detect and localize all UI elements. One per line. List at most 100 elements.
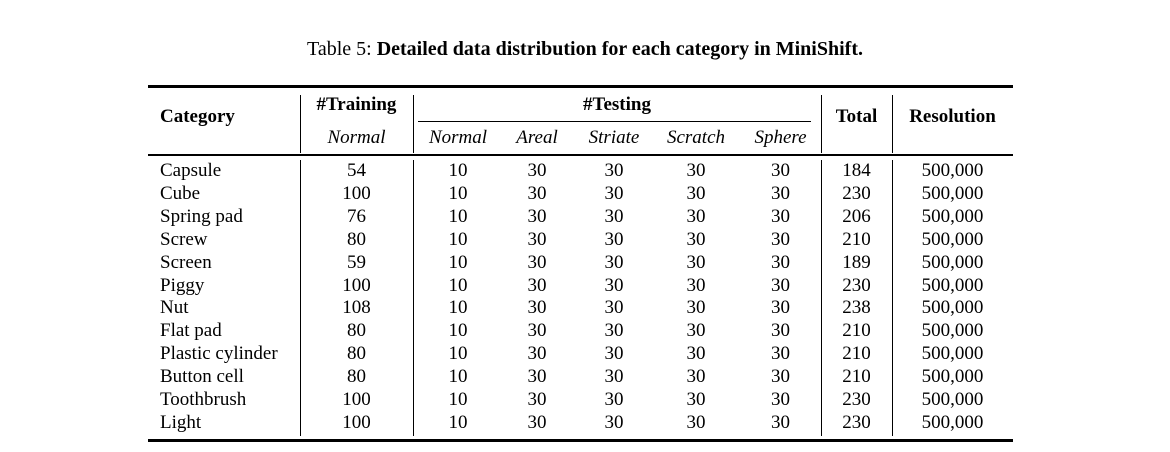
row-value-cell: 30 — [771, 205, 790, 227]
row-value-cell: 30 — [771, 411, 790, 433]
row-value-cell: 10 — [448, 205, 468, 227]
row-value-cell: 10 — [448, 182, 468, 204]
caption-label: Table 5: — [307, 38, 377, 60]
row-value-cell: 500,000 — [921, 343, 984, 365]
row-value-cell: 80 — [347, 343, 366, 365]
header-rule — [148, 154, 1013, 156]
row-value-cell: 30 — [686, 343, 706, 365]
row-value-cell: 10 — [448, 343, 468, 365]
row-category-cell: Spring pad — [160, 205, 243, 227]
row-category-cell: Flat pad — [160, 320, 222, 342]
row-category-cell: Toothbrush — [160, 389, 247, 410]
row-value-cell: 30 — [686, 251, 706, 273]
row-category-cell: Screw — [160, 228, 208, 250]
header-category: Category — [160, 106, 235, 127]
row-value-cell: 30 — [771, 251, 790, 273]
row-category-cell: Light — [160, 411, 202, 433]
subheader-testing-normal: Normal — [428, 127, 488, 148]
row-value-cell: 80 — [347, 228, 366, 250]
body-vline-1 — [300, 160, 301, 436]
row-value-cell: 238 — [842, 297, 871, 319]
row-value-cell: 30 — [686, 205, 706, 227]
header-resolution: Resolution — [909, 106, 996, 127]
row-value-cell: 30 — [527, 320, 547, 342]
row-value-cell: 59 — [347, 251, 366, 273]
row-value-cell: 10 — [448, 274, 468, 296]
row-value-cell: 10 — [448, 411, 468, 433]
row-value-cell: 30 — [686, 389, 706, 410]
row-value-cell: 30 — [527, 389, 547, 410]
row-value-cell: 30 — [686, 366, 706, 388]
row-value-cell: 10 — [448, 366, 468, 388]
header-vline-4 — [892, 95, 893, 153]
row-value-cell: 30 — [771, 297, 790, 319]
header-vline-1 — [300, 95, 301, 153]
row-value-cell: 10 — [448, 320, 468, 342]
row-value-cell: 76 — [347, 205, 366, 227]
row-value-cell: 210 — [842, 343, 871, 365]
row-value-cell: 30 — [604, 182, 624, 204]
row-value-cell: 54 — [347, 160, 366, 181]
row-value-cell: 500,000 — [921, 366, 984, 388]
row-value-cell: 10 — [448, 389, 468, 410]
row-value-cell: 10 — [448, 228, 468, 250]
row-value-cell: 30 — [686, 160, 706, 181]
body-vline-3 — [821, 160, 822, 436]
row-value-cell: 500,000 — [921, 297, 984, 319]
row-value-cell: 30 — [686, 182, 706, 204]
row-value-cell: 100 — [342, 182, 371, 204]
row-value-cell: 30 — [771, 343, 790, 365]
header-total: Total — [835, 106, 878, 127]
row-value-cell: 30 — [771, 274, 790, 296]
row-value-cell: 30 — [686, 274, 706, 296]
row-value-cell: 184 — [842, 160, 871, 181]
row-value-cell: 30 — [527, 274, 547, 296]
row-value-cell: 30 — [604, 320, 624, 342]
row-value-cell: 30 — [771, 160, 790, 181]
row-value-cell: 500,000 — [921, 160, 984, 181]
row-value-cell: 500,000 — [921, 182, 984, 204]
row-value-cell: 30 — [527, 411, 547, 433]
top-rule — [148, 85, 1013, 88]
row-value-cell: 30 — [527, 343, 547, 365]
row-value-cell: 80 — [347, 320, 366, 342]
row-value-cell: 500,000 — [921, 205, 984, 227]
row-value-cell: 108 — [342, 297, 371, 319]
row-value-cell: 30 — [771, 366, 790, 388]
row-value-cell: 30 — [527, 228, 547, 250]
row-category-cell: Capsule — [160, 160, 222, 181]
row-value-cell: 206 — [842, 205, 871, 227]
bottom-rule — [148, 439, 1013, 442]
row-value-cell: 100 — [342, 274, 371, 296]
row-value-cell: 230 — [842, 411, 871, 433]
row-value-cell: 10 — [448, 160, 468, 181]
row-category-cell: Plastic cylinder — [160, 343, 278, 365]
row-value-cell: 230 — [842, 182, 871, 204]
row-value-cell: 30 — [604, 389, 624, 410]
row-value-cell: 30 — [604, 228, 624, 250]
subheader-areal: Areal — [516, 127, 558, 148]
row-value-cell: 10 — [448, 297, 468, 319]
row-value-cell: 230 — [842, 389, 871, 410]
subheader-training-normal: Normal — [327, 127, 386, 148]
row-value-cell: 30 — [527, 182, 547, 204]
row-category-cell: Piggy — [160, 274, 205, 296]
row-value-cell: 500,000 — [921, 411, 984, 433]
table-caption: Table 5: Detailed data distribution for … — [0, 38, 1170, 61]
row-category-cell: Screen — [160, 251, 212, 273]
row-value-cell: 30 — [527, 366, 547, 388]
row-value-cell: 30 — [604, 205, 624, 227]
row-category-cell: Nut — [160, 297, 189, 319]
row-value-cell: 30 — [686, 411, 706, 433]
subheader-striate: Striate — [588, 127, 640, 148]
caption-title: Detailed data distribution for each cate… — [376, 38, 863, 60]
row-value-cell: 30 — [604, 274, 624, 296]
row-value-cell: 30 — [527, 160, 547, 181]
body-vline-2 — [413, 160, 414, 436]
row-value-cell: 100 — [342, 411, 371, 433]
row-value-cell: 500,000 — [921, 320, 984, 342]
row-value-cell: 500,000 — [921, 274, 984, 296]
row-value-cell: 80 — [347, 366, 366, 388]
row-value-cell: 500,000 — [921, 251, 984, 273]
row-value-cell: 189 — [842, 251, 871, 273]
